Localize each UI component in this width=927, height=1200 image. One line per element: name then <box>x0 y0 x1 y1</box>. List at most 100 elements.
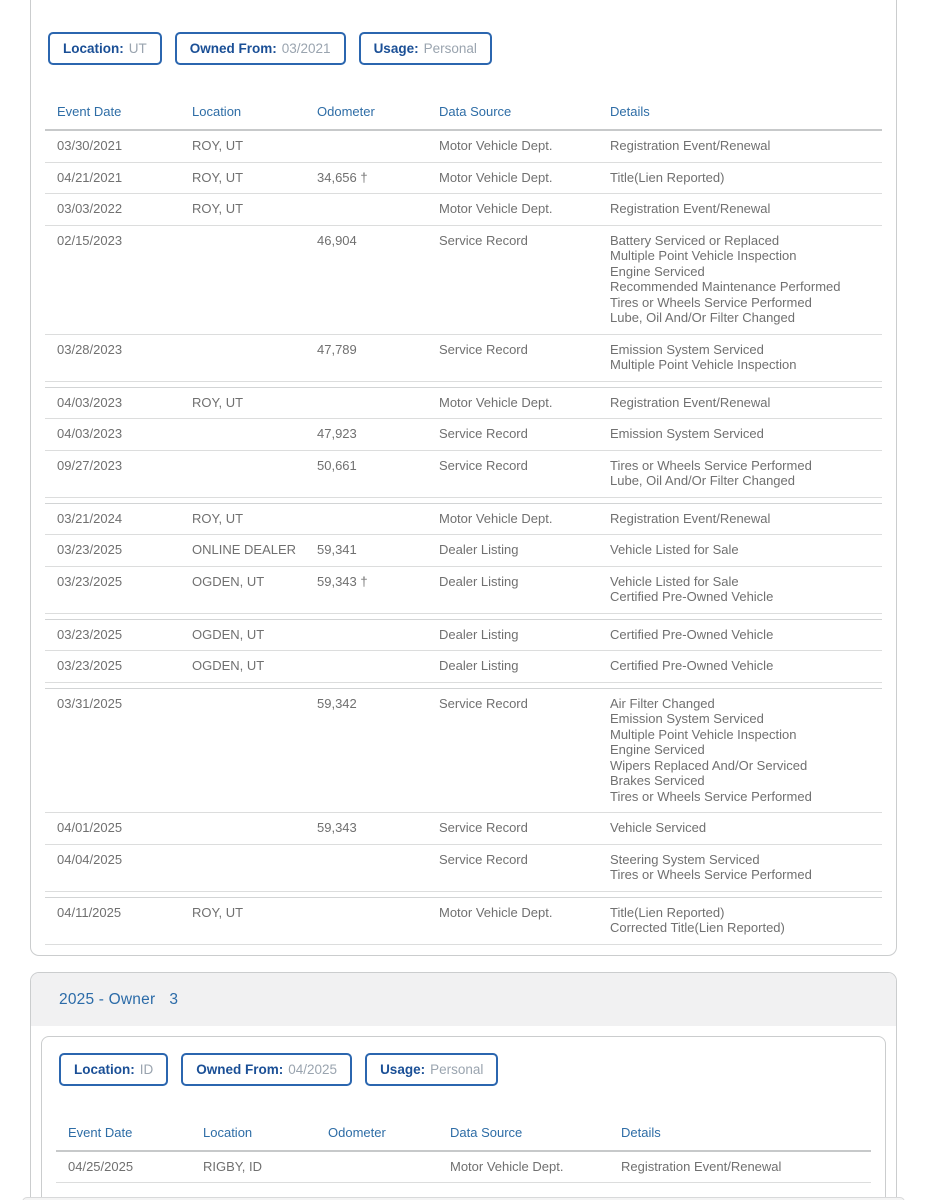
owned-from-badge-value: 03/2021 <box>281 41 331 56</box>
location-cell: ROY, UT <box>192 201 244 216</box>
detail-line: Tires or Wheels Service Performed <box>610 788 812 804</box>
row-group-separator <box>45 382 882 388</box>
event-date-cell: 03/21/2024 <box>57 510 123 526</box>
details-cell: Certified Pre-Owned Vehicle <box>598 627 882 643</box>
data-source-cell: Dealer Listing <box>439 573 519 589</box>
location-cell: ROY, UT <box>192 138 244 153</box>
detail-line: Vehicle Listed for Sale <box>610 542 739 557</box>
event-date-cell: 04/03/2023 <box>57 394 123 410</box>
location-cell: ROY, UT <box>192 904 244 920</box>
usage-badge: Usage: Personal <box>358 32 492 65</box>
event-date-cell: 03/23/2025 <box>57 573 123 589</box>
data-source-cell: Motor Vehicle Dept. <box>439 394 553 410</box>
data-source-cell: Service Record <box>439 851 528 867</box>
usage-badge-label: Usage: <box>380 1061 426 1077</box>
header-location: Location <box>192 104 242 119</box>
owner-2-badges: Location: UT Owned From: 03/2021 Usage: … <box>45 32 882 65</box>
detail-line: Vehicle Listed for Sale <box>610 573 739 589</box>
detail-line: Registration Event/Renewal <box>610 394 771 410</box>
details-cell: Vehicle Listed for Sale <box>598 542 882 558</box>
owned-from-badge-label: Owned From: <box>196 1061 284 1077</box>
detail-line: Registration Event/Renewal <box>610 201 771 216</box>
table-row: 03/31/2025 59,342 Service Record Air Filter… <box>45 689 882 813</box>
detail-line: Multiple Point Vehicle Inspection <box>610 357 797 372</box>
data-source-cell: Service Record <box>439 457 528 473</box>
details-cell: Title(Lien Reported) Corrected Title(Lien… <box>598 905 882 936</box>
owner-2-table-body: 03/30/2021 ROY, UT Motor Vehicle Dept. Regi… <box>45 131 882 945</box>
table-row: 04/21/2021 ROY, UT 34,656 † Motor Vehicle D… <box>45 163 882 194</box>
odometer-cell: 46,904 <box>317 232 357 248</box>
details-cell: Certified Pre-Owned Vehicle <box>598 658 882 674</box>
details-cell: Title(Lien Reported) <box>598 170 882 186</box>
table-row: 03/21/2024 ROY, UT Motor Vehicle Dept. Regi… <box>45 504 882 535</box>
location-cell: ROY, UT <box>192 169 244 185</box>
data-source-cell: Dealer Listing <box>439 658 519 673</box>
data-source-cell: Motor Vehicle Dept. <box>450 1158 564 1174</box>
owner-3-title-text: 2025 - Owner <box>59 990 156 1008</box>
table-row: 04/11/2025 ROY, UT Motor Vehicle Dept. Titl… <box>45 898 882 945</box>
detail-line: Corrected Title(Lien Reported) <box>610 920 785 935</box>
location-cell: OGDEN, UT <box>192 573 265 589</box>
location-badge-value: UT <box>128 41 147 56</box>
detail-line: Engine Serviced <box>610 742 705 757</box>
detail-line: Emission System Serviced <box>610 711 764 726</box>
data-source-cell: Service Record <box>439 820 528 835</box>
table-row: 04/01/2025 59,343 Service Record Vehicle Se… <box>45 813 882 845</box>
header-details: Details <box>621 1124 661 1140</box>
odometer-cell: 47,789 <box>317 341 357 357</box>
details-cell: Registration Event/Renewal <box>598 138 882 154</box>
odometer-cell: 59,343 <box>317 820 357 835</box>
detail-line: Vehicle Serviced <box>610 820 707 835</box>
data-source-cell: Dealer Listing <box>439 542 519 557</box>
table-row: 03/28/2023 47,789 Service Record Emission S… <box>45 335 882 382</box>
owned-from-badge-label: Owned From: <box>189 41 277 56</box>
location-badge-label: Location: <box>74 1061 135 1077</box>
data-source-cell: Service Record <box>439 426 528 441</box>
detail-line: Multiple Point Vehicle Inspection <box>610 726 797 742</box>
table-row: 03/23/2025 ONLINE DEALER 59,341 Dealer List… <box>45 535 882 567</box>
detail-line: Tires or Wheels Service Performed <box>610 457 812 473</box>
header-data-source: Data Source <box>439 104 512 119</box>
header-data-source: Data Source <box>450 1124 523 1140</box>
table-row: 04/04/2025 Service Record Steering System … <box>45 845 882 892</box>
usage-badge-value: Personal <box>423 41 477 56</box>
row-group-separator <box>45 683 882 689</box>
header-odometer: Odometer <box>317 104 375 119</box>
detail-line: Certified Pre-Owned Vehicle <box>610 626 774 642</box>
event-date-cell: 09/27/2023 <box>57 457 123 473</box>
detail-line: Title(Lien Reported) <box>610 904 725 920</box>
owned-from-badge-value: 04/2025 <box>288 1061 338 1077</box>
location-cell: OGDEN, UT <box>192 658 265 673</box>
data-source-cell: Motor Vehicle Dept. <box>439 138 553 153</box>
location-cell: OGDEN, UT <box>192 626 265 642</box>
details-cell: Emission System Serviced Multiple Point V… <box>598 342 882 373</box>
row-group-separator <box>45 892 882 898</box>
data-source-cell: Service Record <box>439 341 528 357</box>
data-source-cell: Dealer Listing <box>439 626 519 642</box>
details-cell: Steering System Serviced Tires or Wheels … <box>598 852 882 883</box>
event-date-cell: 04/04/2025 <box>57 851 123 867</box>
table-row: 03/03/2022 ROY, UT Motor Vehicle Dept. Regi… <box>45 194 882 226</box>
detail-line: Lube, Oil And/Or Filter Changed <box>610 473 795 488</box>
details-cell: Registration Event/Renewal <box>598 511 882 527</box>
table-header-row: Event Date Location Odometer Data Source… <box>45 98 882 131</box>
header-location: Location <box>203 1124 253 1140</box>
event-date-cell: 03/31/2025 <box>57 695 123 711</box>
table-row: 03/23/2025 OGDEN, UT Dealer Listing Certifi… <box>45 651 882 683</box>
header-event-date: Event Date <box>68 1124 133 1140</box>
table-row: 04/03/2023 47,923 Service Record Emission S… <box>45 419 882 451</box>
detail-line: Tires or Wheels Service Performed <box>610 294 812 310</box>
row-group-separator <box>45 614 882 620</box>
detail-line: Tires or Wheels Service Performed <box>610 867 812 882</box>
location-cell: ROY, UT <box>192 510 244 526</box>
detail-line: Engine Serviced <box>610 263 705 279</box>
event-date-cell: 04/21/2021 <box>57 169 123 185</box>
odometer-cell: 59,343 † <box>317 573 368 589</box>
header-event-date: Event Date <box>57 104 122 119</box>
data-source-cell: Motor Vehicle Dept. <box>439 510 553 526</box>
detail-line: Registration Event/Renewal <box>610 510 771 526</box>
details-cell: Air Filter Changed Emission System Servic… <box>598 696 882 805</box>
owner-3-section-title: 2025 - Owner 3 <box>59 991 178 1008</box>
details-cell: Vehicle Listed for Sale Certified Pre-Own… <box>598 574 882 605</box>
